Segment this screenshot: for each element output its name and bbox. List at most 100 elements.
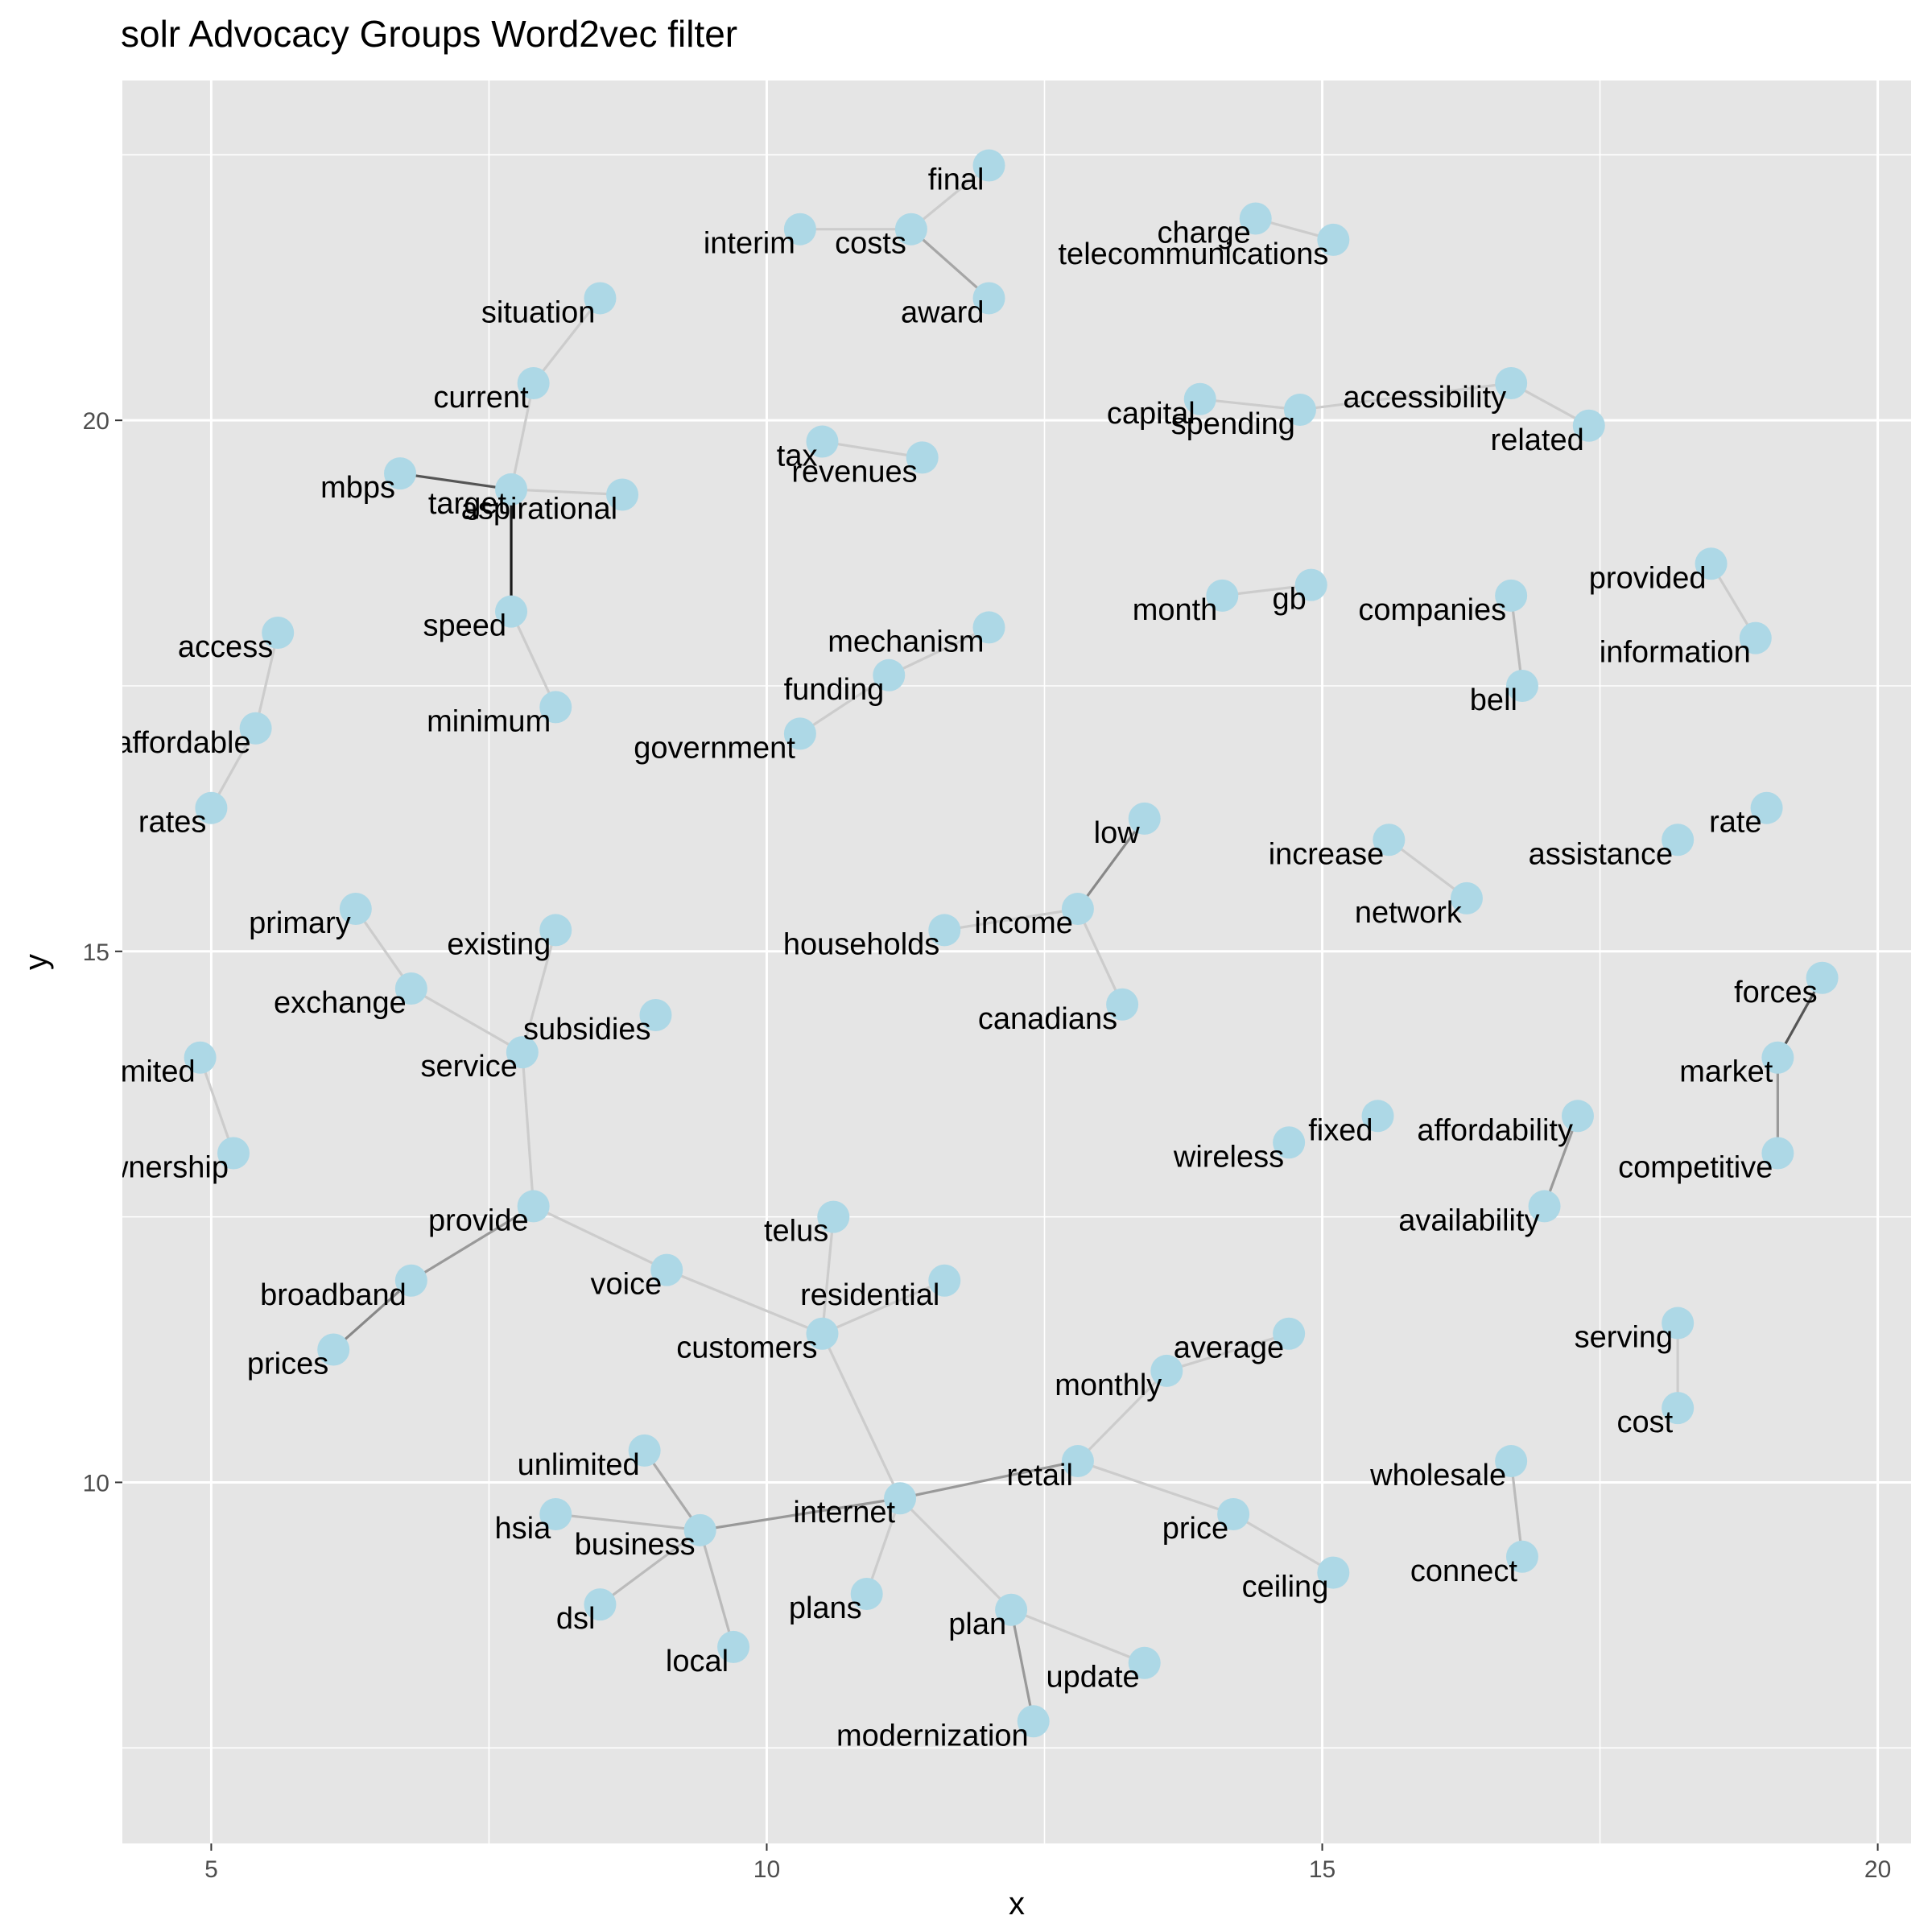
point-label: bell (1470, 683, 1517, 717)
point-label: subsidies (523, 1013, 650, 1046)
data-point (928, 1264, 961, 1297)
data-point (884, 1482, 917, 1515)
point-label: access (178, 630, 273, 664)
data-point (1505, 1540, 1538, 1573)
point-label: wireless (1173, 1140, 1284, 1174)
data-point (506, 1036, 539, 1069)
point-labels: final interim costs award chargetelecommunic… (115, 163, 1818, 1753)
edge-line (699, 1530, 735, 1648)
edge-line (865, 1497, 902, 1595)
y-axis-title: y (19, 954, 54, 970)
data-point (639, 998, 672, 1031)
point-label: rates (138, 806, 206, 840)
point-label: companies (1358, 593, 1506, 627)
data-point (184, 1041, 217, 1074)
data-point (928, 914, 961, 947)
data-point (1450, 881, 1483, 914)
point-label: monthly (1055, 1368, 1162, 1402)
point-label: affordable (115, 726, 250, 760)
data-point (806, 1317, 839, 1350)
point-label: service (420, 1050, 517, 1084)
point-label: charge (1158, 217, 1251, 250)
point-label: government (634, 731, 795, 765)
edge-line (1299, 382, 1512, 411)
edge-line (899, 1459, 1079, 1500)
data-point (262, 617, 295, 650)
data-point (1806, 961, 1839, 994)
data-point (783, 717, 816, 750)
edge-line (411, 987, 523, 1054)
edge-line (411, 1205, 535, 1282)
data-point (239, 712, 272, 745)
edge-line (254, 632, 279, 729)
data-point (1361, 1100, 1394, 1133)
point-label: costs (835, 227, 906, 261)
point-label: broadband (260, 1278, 407, 1312)
data-point (606, 478, 639, 511)
data-point (1128, 802, 1161, 835)
edge-line (354, 908, 413, 989)
point-label: funding (784, 673, 885, 707)
edge-line (1076, 908, 1124, 1005)
edge-line (1388, 839, 1468, 900)
data-point (650, 1253, 683, 1286)
point-label: customers (676, 1331, 817, 1365)
point-label: prices (247, 1348, 328, 1381)
point-label: accessibility (1343, 381, 1506, 415)
point-label: internet (793, 1496, 895, 1530)
grid-lines (122, 80, 1911, 1843)
x-tick-label: 15 (1309, 1856, 1335, 1883)
y-tick-label: 20 (83, 408, 109, 435)
point-label: unlimited (518, 1448, 640, 1482)
data-point (995, 1593, 1028, 1626)
data-point (584, 1588, 617, 1621)
data-point (1505, 669, 1538, 702)
point-label: voice (591, 1268, 663, 1302)
point-label: award (901, 295, 985, 329)
data-point (539, 691, 572, 724)
data-point (539, 1498, 572, 1531)
data-point (1017, 1705, 1050, 1738)
edge-line (643, 1449, 701, 1531)
edge-line (1166, 1332, 1290, 1373)
y-tick-label: 15 (83, 939, 109, 966)
point-label: forces (1734, 976, 1817, 1009)
point-label: fixed (1308, 1113, 1373, 1147)
point-label: income (974, 906, 1073, 940)
point-label: exchange (274, 986, 407, 1020)
edge-line (888, 625, 990, 677)
data-point (495, 473, 528, 506)
edge-line (1232, 1513, 1335, 1574)
point-label: rate (1709, 806, 1761, 840)
data-points (184, 149, 1839, 1738)
point-label: market (1679, 1055, 1773, 1089)
data-point (683, 1513, 716, 1546)
data-point (1750, 791, 1783, 824)
edge-line (399, 472, 512, 491)
data-point (1662, 824, 1695, 857)
data-point (517, 366, 550, 399)
edge-line (822, 440, 923, 459)
data-point (217, 1137, 250, 1170)
x-axis-title: x (1009, 1886, 1025, 1922)
edge-line (821, 1279, 945, 1335)
data-point (817, 1200, 850, 1233)
data-point (1761, 1041, 1794, 1074)
plot-panel (122, 80, 1911, 1843)
point-label: business (575, 1528, 696, 1562)
data-point (195, 791, 228, 824)
edge-line (510, 382, 535, 490)
data-point (1217, 1498, 1250, 1531)
data-point (972, 282, 1005, 315)
data-point (1294, 568, 1327, 601)
point-label: local (666, 1645, 729, 1678)
point-label: information (1600, 636, 1751, 670)
x-tick-label: 5 (204, 1856, 218, 1883)
point-label: wholesale (1369, 1459, 1506, 1492)
data-point (384, 457, 417, 490)
point-label: price (1162, 1512, 1228, 1546)
point-label: cost (1616, 1406, 1673, 1439)
point-label: modernization (836, 1719, 1029, 1752)
x-axis-ticks: 5 10 15 20 (204, 1843, 1891, 1883)
edge-line (799, 674, 890, 735)
